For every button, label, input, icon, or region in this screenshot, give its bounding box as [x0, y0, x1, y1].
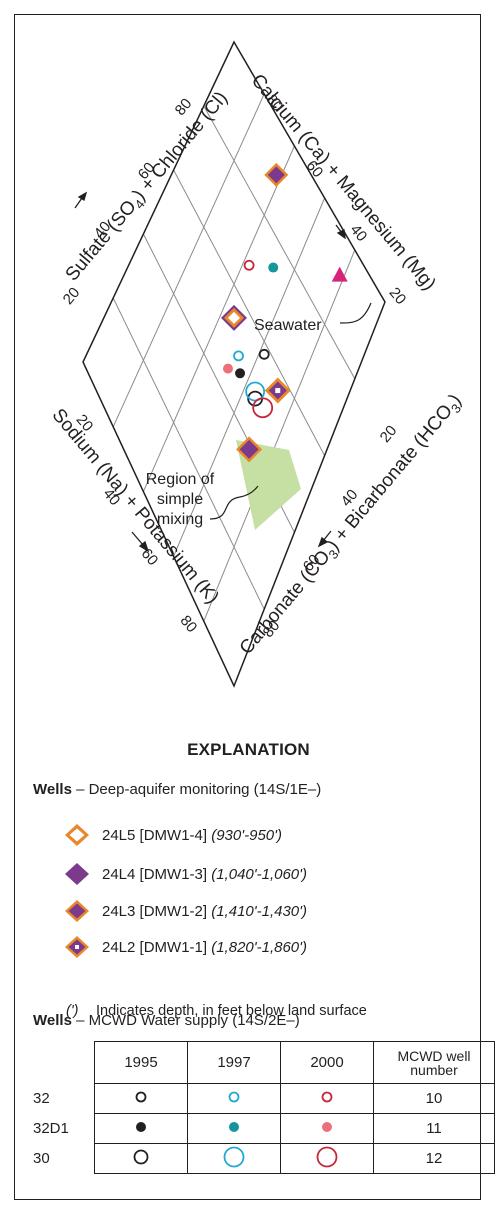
- legend-symbol-24l3: [65, 900, 89, 922]
- mixing-label-2: simple: [157, 491, 203, 508]
- symbol-30-2000: [280, 1143, 374, 1174]
- point-32d1-1995: [235, 368, 246, 379]
- point-24l3-core: [267, 166, 285, 184]
- mixing-leader: [209, 485, 259, 520]
- grid-line: [173, 169, 326, 456]
- symbol-32d1-1995: [94, 1113, 188, 1144]
- table-corner: [33, 1042, 95, 1084]
- legend-symbol-24l5: [65, 824, 89, 846]
- point-32-1995: [258, 348, 270, 360]
- table-row-number: 12: [373, 1143, 495, 1174]
- grid-line: [142, 145, 295, 492]
- point-32-2000: [243, 259, 255, 271]
- table-row: 32D1 11: [33, 1113, 495, 1144]
- symbol-32-1995: [94, 1083, 188, 1114]
- symbol-32d1-2000: [280, 1113, 374, 1144]
- point-24l2-dot: [275, 388, 281, 394]
- point-30-2000: [252, 397, 274, 419]
- legend-depth-24l5: (930'-950'): [211, 826, 282, 844]
- legend-row-24l3: 24L3 [DMW1-2] (1,410'-1,430'): [65, 900, 308, 922]
- arrow-lower-left: [131, 531, 150, 553]
- tick-upper-right: 20: [386, 284, 410, 308]
- legend-label-24l3: 24L3 [DMW1-2]: [102, 902, 208, 920]
- tick-lower-left: 80: [177, 612, 201, 636]
- figure-frame: [14, 14, 481, 1200]
- legend-label-24l4: 24L4 [DMW1-3]: [102, 865, 208, 883]
- table-row: 32 10: [33, 1083, 495, 1114]
- wells-deep-desc: – Deep-aquifer monitoring (14S/1E–): [71, 781, 322, 798]
- point-24l5-core: [228, 311, 240, 324]
- depth-note: (') Indicates depth, in feet below land s…: [66, 1003, 367, 1019]
- table-row-label: 32D1: [33, 1120, 69, 1137]
- legend-depth-24l4: (1,040'-1,060'): [211, 865, 308, 883]
- table-row-label: 30: [33, 1150, 50, 1167]
- table-row-label: 32: [33, 1090, 50, 1107]
- mixing-label-3: mixing: [157, 511, 203, 528]
- depth-note-text: Indicates depth, in feet below land surf…: [96, 1003, 367, 1019]
- legend-symbol-24l4: [65, 863, 89, 885]
- explanation-title: EXPLANATION: [187, 740, 310, 759]
- grid-line: [112, 297, 265, 610]
- mixing-label-1: Region of: [146, 471, 215, 488]
- table-header-number: MCWD well number: [373, 1041, 495, 1084]
- legend-label-24l2: 24L2 [DMW1-1]: [102, 938, 208, 956]
- table-row: 30 12: [33, 1143, 495, 1174]
- point-30-1997: [245, 381, 266, 402]
- symbol-32d1-1997: [187, 1113, 281, 1144]
- symbol-32-1997: [187, 1083, 281, 1114]
- table-header-number-line2: number: [410, 1061, 458, 1078]
- point-32d1-2000: [222, 363, 233, 374]
- legend-label-24l5: 24L5 [DMW1-4]: [102, 826, 208, 844]
- point-32-1997: [233, 350, 244, 362]
- legend-symbol-24l2: [65, 936, 89, 958]
- grid-line: [112, 93, 265, 428]
- table-header-1997: 1997: [187, 1041, 281, 1084]
- symbol-30-1995: [94, 1143, 188, 1174]
- legend-depth-24l3: (1,410'-1,430'): [211, 902, 308, 920]
- seawater-label: Seawater: [254, 317, 322, 334]
- data-points: [221, 162, 348, 463]
- seawater-leader: [339, 302, 372, 324]
- table-header-number-line1: MCWD well: [397, 1047, 471, 1064]
- symbol-30-1997: [187, 1143, 281, 1174]
- wells-supply-heading: Wells – MCWD Water supply (14S/2E–): [33, 1012, 300, 1029]
- point-24l4-core: [239, 439, 259, 459]
- diamond-border: [82, 40, 386, 688]
- point-32d1-1997: [268, 262, 279, 273]
- wells-supply-desc: – MCWD Water supply (14S/2E–): [71, 1012, 300, 1029]
- axis-title-upper-left: Sulfate (SO4) + Chloride (Cl): [62, 88, 235, 287]
- wells-deep-bold: Wells: [33, 781, 72, 798]
- arrow-lower-right: [317, 530, 332, 548]
- table-header-1995: 1995: [94, 1041, 188, 1084]
- legend-row-24l4: 24L4 [DMW1-3] (1,040'-1,060'): [65, 863, 308, 885]
- grid-line: [203, 105, 356, 380]
- tick-upper-left: 20: [60, 284, 84, 308]
- table-header-2000: 2000: [280, 1041, 374, 1084]
- depth-note-symbol: ('): [66, 1003, 79, 1019]
- table-header-row: 1995 1997 2000 MCWD well number: [33, 1041, 495, 1084]
- table-row-number: 10: [373, 1083, 495, 1114]
- legend-row-24l5: 24L5 [DMW1-4] (930'-950'): [65, 824, 282, 846]
- wells-deep-heading: Wells – Deep-aquifer monitoring (14S/1E–…: [33, 781, 321, 798]
- legend-row-24l2: 24L2 [DMW1-1] (1,820'-1,860'): [65, 936, 308, 958]
- mixing-region: [236, 440, 301, 530]
- grid-line: [203, 249, 356, 622]
- diamond-outline: [82, 40, 386, 688]
- tick-lower-right: 20: [377, 422, 401, 446]
- point-seawater: [331, 266, 348, 282]
- grid-line: [173, 197, 326, 557]
- arrow-upper-left: [74, 191, 88, 209]
- symbol-32-2000: [280, 1083, 374, 1114]
- arrow-upper-right: [335, 224, 346, 240]
- legend-depth-24l2: (1,820'-1,860'): [211, 938, 308, 956]
- table-row-number: 11: [373, 1113, 495, 1144]
- wells-supply-bold: Wells: [33, 1012, 72, 1029]
- supply-wells-table: 1995 1997 2000 MCWD well number 32 10 32…: [33, 1041, 495, 1174]
- piper-diamond-plot: Sulfate (SO4) + Chloride (Cl) Calcium (C…: [48, 40, 466, 688]
